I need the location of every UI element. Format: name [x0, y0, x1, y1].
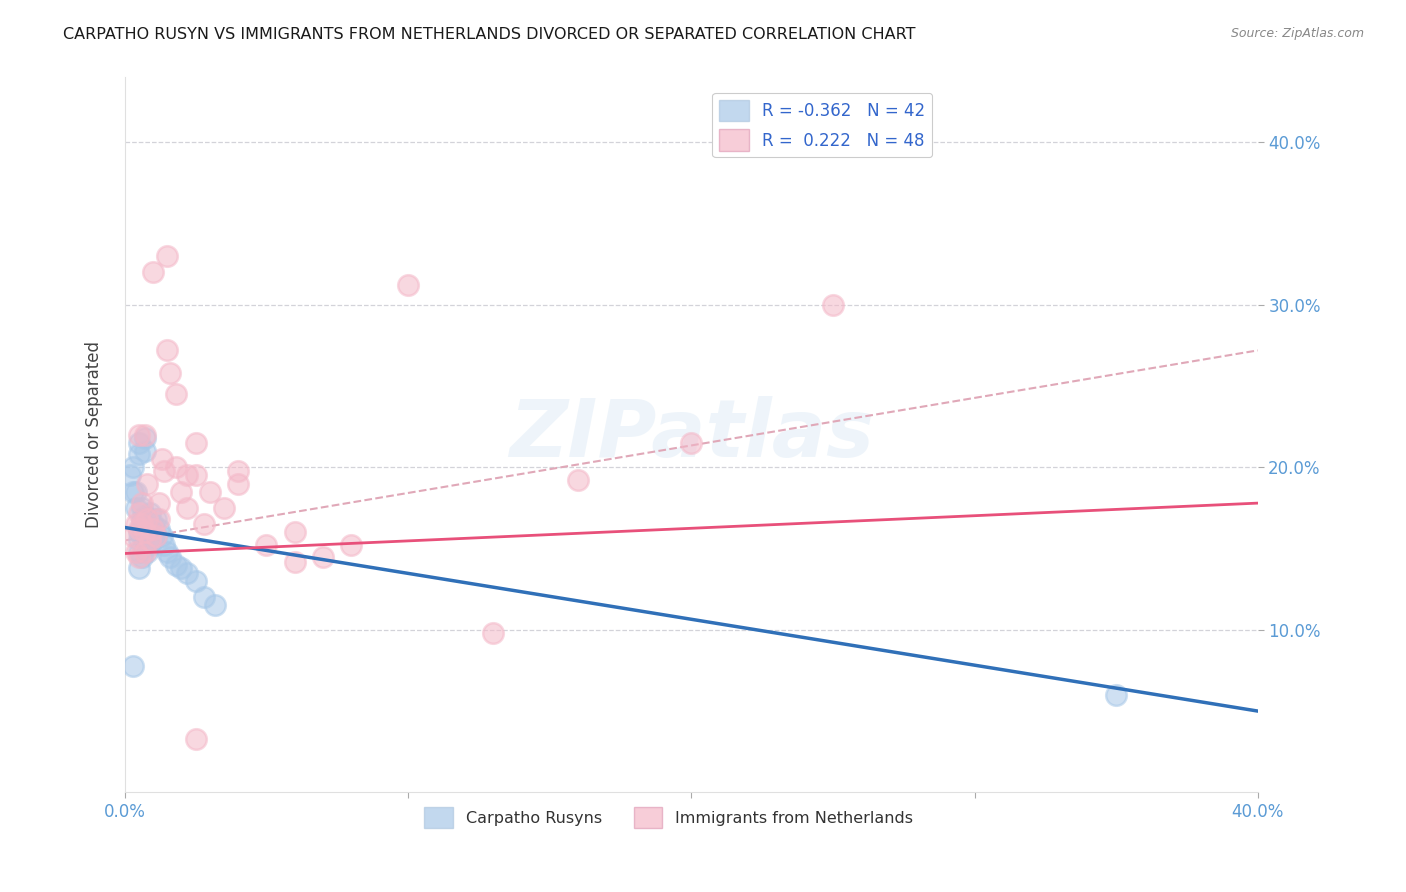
Point — [122, 460, 145, 475]
Point — [134, 509, 156, 524]
Point — [145, 528, 167, 542]
Point — [226, 476, 249, 491]
Point — [128, 561, 150, 575]
Point — [159, 549, 181, 564]
Point — [340, 538, 363, 552]
Point — [142, 517, 165, 532]
Point — [482, 626, 505, 640]
Point — [212, 500, 235, 515]
Point — [128, 436, 150, 450]
Point — [128, 549, 150, 564]
Point — [821, 298, 844, 312]
Point — [148, 522, 170, 536]
Point — [125, 545, 148, 559]
Point — [256, 538, 278, 552]
Point — [148, 512, 170, 526]
Point — [156, 343, 179, 358]
Point — [136, 476, 159, 491]
Point — [148, 496, 170, 510]
Point — [136, 517, 159, 532]
Point — [120, 468, 142, 483]
Point — [176, 468, 198, 483]
Point — [284, 555, 307, 569]
Point — [122, 528, 145, 542]
Y-axis label: Divorced or Separated: Divorced or Separated — [86, 342, 103, 528]
Point — [1105, 688, 1128, 702]
Point — [156, 545, 179, 559]
Point — [131, 500, 153, 515]
Point — [312, 549, 335, 564]
Point — [131, 528, 153, 542]
Text: ZIPatlas: ZIPatlas — [509, 396, 873, 474]
Point — [184, 574, 207, 588]
Point — [128, 522, 150, 536]
Point — [139, 533, 162, 548]
Point — [134, 428, 156, 442]
Point — [150, 528, 173, 542]
Point — [198, 484, 221, 499]
Point — [145, 512, 167, 526]
Point — [170, 561, 193, 575]
Point — [396, 278, 419, 293]
Point — [122, 484, 145, 499]
Point — [142, 533, 165, 548]
Point — [128, 447, 150, 461]
Point — [125, 500, 148, 515]
Point — [134, 431, 156, 445]
Point — [136, 528, 159, 542]
Point — [131, 517, 153, 532]
Point — [136, 512, 159, 526]
Point — [125, 484, 148, 499]
Point — [159, 366, 181, 380]
Point — [153, 464, 176, 478]
Point — [134, 444, 156, 458]
Text: CARPATHO RUSYN VS IMMIGRANTS FROM NETHERLANDS DIVORCED OR SEPARATED CORRELATION : CARPATHO RUSYN VS IMMIGRANTS FROM NETHER… — [63, 27, 915, 42]
Point — [193, 591, 215, 605]
Point — [184, 731, 207, 746]
Point — [125, 517, 148, 532]
Point — [681, 436, 703, 450]
Point — [176, 566, 198, 580]
Point — [165, 460, 187, 475]
Point — [128, 428, 150, 442]
Point — [134, 525, 156, 540]
Point — [128, 506, 150, 520]
Point — [142, 265, 165, 279]
Point — [139, 506, 162, 520]
Point — [226, 464, 249, 478]
Point — [193, 517, 215, 532]
Point — [128, 525, 150, 540]
Point — [153, 538, 176, 552]
Point — [145, 528, 167, 542]
Point — [165, 558, 187, 572]
Point — [184, 468, 207, 483]
Point — [131, 549, 153, 564]
Point — [184, 436, 207, 450]
Point — [139, 538, 162, 552]
Point — [122, 658, 145, 673]
Point — [204, 599, 226, 613]
Point — [136, 545, 159, 559]
Point — [567, 474, 589, 488]
Point — [150, 452, 173, 467]
Point — [131, 496, 153, 510]
Point — [139, 522, 162, 536]
Point — [142, 522, 165, 536]
Point — [165, 387, 187, 401]
Point — [284, 525, 307, 540]
Point — [156, 249, 179, 263]
Point — [134, 545, 156, 559]
Point — [176, 500, 198, 515]
Point — [128, 545, 150, 559]
Point — [128, 533, 150, 548]
Text: Source: ZipAtlas.com: Source: ZipAtlas.com — [1230, 27, 1364, 40]
Point — [131, 512, 153, 526]
Legend: Carpatho Rusyns, Immigrants from Netherlands: Carpatho Rusyns, Immigrants from Netherl… — [418, 801, 920, 834]
Point — [134, 533, 156, 548]
Point — [170, 484, 193, 499]
